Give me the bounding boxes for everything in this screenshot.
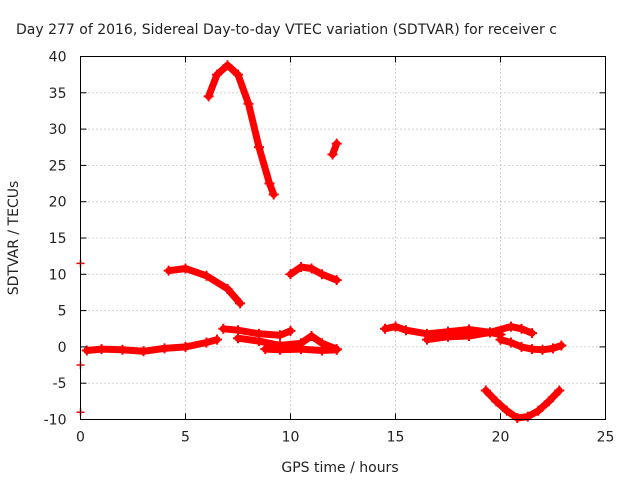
data-point-arc-10 bbox=[422, 334, 432, 345]
data-point-arc-8 bbox=[331, 344, 342, 355]
x-tick-label: 0 bbox=[76, 430, 85, 446]
data-point-arc-12 bbox=[512, 413, 523, 424]
ticks: 0 5 10 15 20 25 -10 -5 0 5 10 15 20 25 30 35 40 bbox=[44, 50, 615, 446]
data-point-arc-8 bbox=[296, 344, 306, 355]
plot-frame bbox=[80, 56, 606, 420]
data-point-arc-4 bbox=[296, 262, 306, 273]
y-tick-label: -5 bbox=[53, 376, 67, 392]
data-point-arc-5 bbox=[138, 346, 149, 357]
x-tick-label: 10 bbox=[282, 430, 300, 446]
y-tick-label: 15 bbox=[49, 231, 67, 247]
series-line-arc-1 bbox=[205, 61, 278, 198]
x-tick-label: 25 bbox=[597, 430, 615, 446]
series-line-arc-12 bbox=[482, 387, 563, 422]
data-point-arc-3 bbox=[222, 283, 233, 294]
data-point-arc-1 bbox=[212, 69, 222, 80]
data-point-arc-8 bbox=[317, 345, 327, 356]
data-point-arc-6 bbox=[218, 323, 229, 334]
data-point-arc-5 bbox=[159, 343, 170, 354]
data-point-arc-12 bbox=[491, 396, 502, 407]
y-tick-label: 30 bbox=[49, 122, 67, 138]
x-axis-label: GPS time / hours bbox=[281, 460, 398, 476]
data-point-arc-6 bbox=[275, 330, 285, 341]
data-point-arc-1 bbox=[254, 142, 264, 153]
data-point-arc-1 bbox=[243, 98, 254, 109]
data-point-arc-4 bbox=[285, 269, 296, 280]
data-point-arc-12 bbox=[501, 405, 512, 416]
data-point-arc-1 bbox=[203, 91, 214, 102]
y-tick-label: 5 bbox=[58, 304, 67, 320]
data-layer bbox=[76, 60, 567, 424]
data-point-arc-3 bbox=[180, 263, 191, 274]
data-point-arc-5 bbox=[201, 337, 212, 348]
data-point-arc-11 bbox=[527, 344, 537, 355]
data-point-arc-10 bbox=[464, 331, 474, 342]
data-point-arc-1 bbox=[222, 60, 233, 71]
data-point-arc-11 bbox=[495, 334, 506, 345]
data-point-arc-11 bbox=[516, 341, 527, 352]
data-point-arc-11 bbox=[556, 340, 567, 351]
data-point-arc-3 bbox=[201, 270, 212, 281]
data-point-arc-12 bbox=[480, 385, 491, 396]
x-tick-label: 15 bbox=[387, 430, 405, 446]
x-tick-label: 20 bbox=[492, 430, 510, 446]
data-point-arc-8 bbox=[275, 344, 285, 355]
data-point-arc-9 bbox=[390, 321, 401, 332]
data-point-arc-4 bbox=[331, 275, 342, 286]
data-point-arc-4 bbox=[317, 269, 327, 280]
data-point-arc-6 bbox=[285, 325, 296, 336]
data-point-arc-1 bbox=[233, 69, 243, 80]
data-point-arc-1 bbox=[264, 178, 275, 189]
data-point-arc-10 bbox=[443, 331, 453, 342]
grid bbox=[80, 56, 606, 420]
data-point-arc-10 bbox=[527, 328, 537, 339]
y-tick-label: 0 bbox=[58, 340, 67, 356]
data-point-arc-12 bbox=[533, 405, 544, 416]
data-point-arc-11 bbox=[548, 343, 558, 354]
data-point-arc-2 bbox=[331, 138, 342, 149]
data-point-arc-9 bbox=[380, 323, 390, 334]
data-point-arc-5 bbox=[117, 344, 128, 355]
data-point-arc-7 bbox=[254, 336, 264, 347]
data-point-arc-5 bbox=[96, 344, 107, 355]
chart-title: Day 277 of 2016, Sidereal Day-to-day VTE… bbox=[16, 22, 557, 38]
data-point-arc-10 bbox=[485, 327, 495, 338]
y-tick-label: -10 bbox=[44, 413, 67, 429]
data-point-arc-7 bbox=[233, 333, 243, 344]
series-line-arc-3 bbox=[165, 265, 244, 307]
y-tick-label: 35 bbox=[49, 86, 67, 102]
data-point-arc-1 bbox=[268, 189, 279, 200]
y-axis-label: SDTVAR / TECUs bbox=[6, 181, 22, 296]
y-tick-label: 25 bbox=[49, 158, 67, 174]
data-point-arc-5 bbox=[81, 345, 92, 356]
data-point-arc-12 bbox=[554, 385, 565, 396]
y-tick-label: 40 bbox=[49, 50, 67, 66]
data-point-arc-5 bbox=[180, 341, 191, 352]
data-point-arc-3 bbox=[163, 265, 174, 276]
data-point-arc-7 bbox=[306, 331, 317, 342]
data-point-arc-12 bbox=[543, 396, 554, 407]
data-point-arc-11 bbox=[506, 337, 516, 348]
data-point-arc-10 bbox=[516, 323, 527, 334]
data-point-arc-2 bbox=[327, 149, 338, 160]
data-point-arc-8 bbox=[260, 344, 271, 355]
y-tick-label: 20 bbox=[49, 195, 67, 211]
data-point-arc-11 bbox=[537, 344, 548, 355]
data-point-arc-10 bbox=[506, 321, 516, 332]
data-point-arc-3 bbox=[235, 298, 246, 309]
data-point-arc-4 bbox=[306, 263, 317, 274]
data-point-arc-5 bbox=[212, 334, 222, 345]
data-point-arc-9 bbox=[401, 325, 411, 336]
y-tick-label: 10 bbox=[49, 267, 67, 283]
x-tick-label: 5 bbox=[181, 430, 190, 446]
